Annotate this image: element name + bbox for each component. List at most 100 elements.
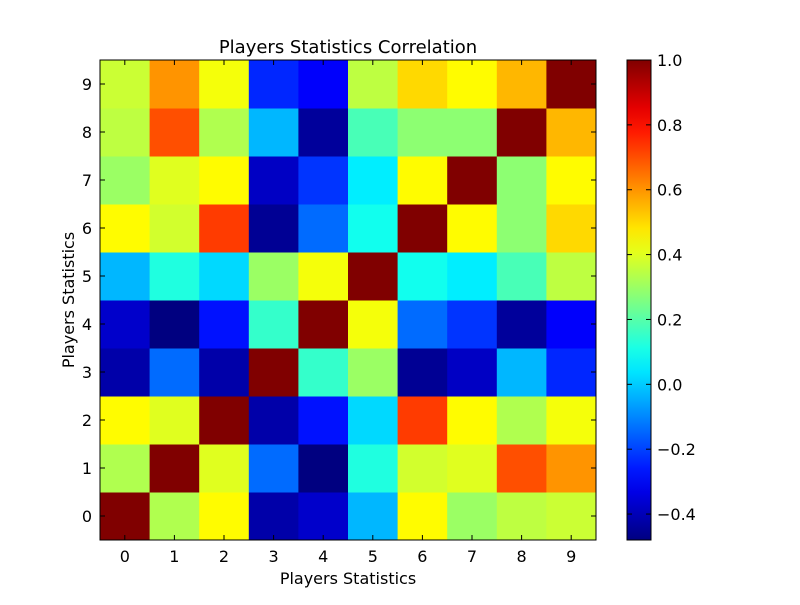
y-tick-label: 5 xyxy=(82,267,92,286)
heatmap-cell xyxy=(248,300,299,349)
heatmap-cell xyxy=(397,252,448,301)
heatmap-cell xyxy=(496,60,547,109)
heatmap-cell xyxy=(397,156,448,205)
heatmap-cell xyxy=(199,252,250,301)
heatmap-cell xyxy=(546,492,597,541)
heatmap-cell xyxy=(546,108,597,157)
heatmap-cell xyxy=(348,396,399,445)
heatmap-cell xyxy=(199,300,250,349)
heatmap-cell xyxy=(397,396,448,445)
heatmap-cell xyxy=(447,300,498,349)
heatmap-cell xyxy=(348,348,399,397)
heatmap-cell xyxy=(298,204,349,253)
heatmap-cell xyxy=(447,348,498,397)
heatmap-cell xyxy=(397,60,448,109)
heatmap-cell xyxy=(298,156,349,205)
x-tick-label: 8 xyxy=(517,547,527,566)
y-tick-label: 1 xyxy=(82,459,92,478)
heatmap-cell xyxy=(248,252,299,301)
heatmap-cell xyxy=(248,108,299,157)
heatmap-cell xyxy=(248,492,299,541)
x-tick-label: 4 xyxy=(318,547,328,566)
heatmap-cell xyxy=(199,444,250,493)
heatmap-cell xyxy=(447,444,498,493)
heatmap-cell xyxy=(149,108,200,157)
heatmap-cell xyxy=(149,444,200,493)
heatmap-cell xyxy=(546,156,597,205)
heatmap-cell xyxy=(100,396,151,445)
heatmap-cell xyxy=(100,60,151,109)
heatmap-cell xyxy=(546,348,597,397)
colorbar-tick-label: 0.4 xyxy=(657,246,682,265)
x-axis-ticks: 0 1 2 3 4 5 6 7 8 9 xyxy=(120,60,576,566)
heatmap-cell xyxy=(348,156,399,205)
heatmap-cells xyxy=(100,60,597,541)
colorbar-tick-label: 1.0 xyxy=(657,51,682,70)
heatmap-cell xyxy=(298,396,349,445)
heatmap-cell xyxy=(100,108,151,157)
heatmap-cell xyxy=(100,252,151,301)
heatmap-cell xyxy=(348,252,399,301)
x-axis-label: Players Statistics xyxy=(280,569,416,588)
heatmap-cell xyxy=(447,156,498,205)
heatmap-cell xyxy=(248,156,299,205)
heatmap-cell xyxy=(397,108,448,157)
y-tick-label: 6 xyxy=(82,219,92,238)
heatmap-cell xyxy=(496,108,547,157)
heatmap-cell xyxy=(248,60,299,109)
heatmap-cell xyxy=(100,492,151,541)
heatmap-cell xyxy=(546,204,597,253)
y-tick-label: 3 xyxy=(82,363,92,382)
heatmap-cell xyxy=(496,492,547,541)
heatmap-cell xyxy=(248,204,299,253)
heatmap-cell xyxy=(298,444,349,493)
y-tick-label: 4 xyxy=(82,315,92,334)
heatmap-cell xyxy=(496,204,547,253)
heatmap-cell xyxy=(298,252,349,301)
colorbar-tick-label: 0.6 xyxy=(657,181,682,200)
y-axis-ticks: 0 1 2 3 4 5 6 7 8 9 xyxy=(82,75,596,526)
plot-frame xyxy=(99,59,597,541)
heatmap-cell xyxy=(149,60,200,109)
colorbar xyxy=(626,59,652,541)
heatmap-cell xyxy=(100,156,151,205)
colorbar-tick-label: 0.8 xyxy=(657,116,682,135)
x-tick-label: 3 xyxy=(269,547,279,566)
colorbar-tick-label: 0.0 xyxy=(657,375,682,394)
heatmap-cell xyxy=(496,300,547,349)
x-tick-label: 2 xyxy=(219,547,229,566)
heatmap-cell xyxy=(546,252,597,301)
heatmap-cell xyxy=(348,204,399,253)
y-tick-label: 9 xyxy=(82,75,92,94)
heatmap-cell xyxy=(100,204,151,253)
colorbar-tick-label: −0.2 xyxy=(657,440,696,459)
heatmap-cell xyxy=(149,252,200,301)
heatmap-cell xyxy=(149,348,200,397)
heatmap-cell xyxy=(397,204,448,253)
y-tick-label: 7 xyxy=(82,171,92,190)
heatmap-cell xyxy=(199,60,250,109)
heatmap-cell xyxy=(248,396,299,445)
heatmap-cell xyxy=(447,204,498,253)
heatmap-cell xyxy=(298,492,349,541)
heatmap-cell xyxy=(496,348,547,397)
heatmap-cell xyxy=(199,396,250,445)
heatmap-cell xyxy=(496,444,547,493)
heatmap-cell xyxy=(149,492,200,541)
heatmap-cell xyxy=(348,60,399,109)
heatmap-cell xyxy=(199,204,250,253)
heatmap-cell xyxy=(447,396,498,445)
heatmap-cell xyxy=(248,348,299,397)
heatmap-cell xyxy=(496,252,547,301)
heatmap-cell xyxy=(298,348,349,397)
heatmap-cell xyxy=(447,492,498,541)
heatmap-cell xyxy=(199,492,250,541)
x-tick-label: 6 xyxy=(417,547,427,566)
heatmap-cell xyxy=(397,348,448,397)
heatmap-cell xyxy=(447,60,498,109)
heatmap-cell xyxy=(496,156,547,205)
heatmap-cell xyxy=(348,444,399,493)
y-tick-label: 0 xyxy=(82,507,92,526)
heatmap-cell xyxy=(100,300,151,349)
heatmap-cell xyxy=(397,300,448,349)
